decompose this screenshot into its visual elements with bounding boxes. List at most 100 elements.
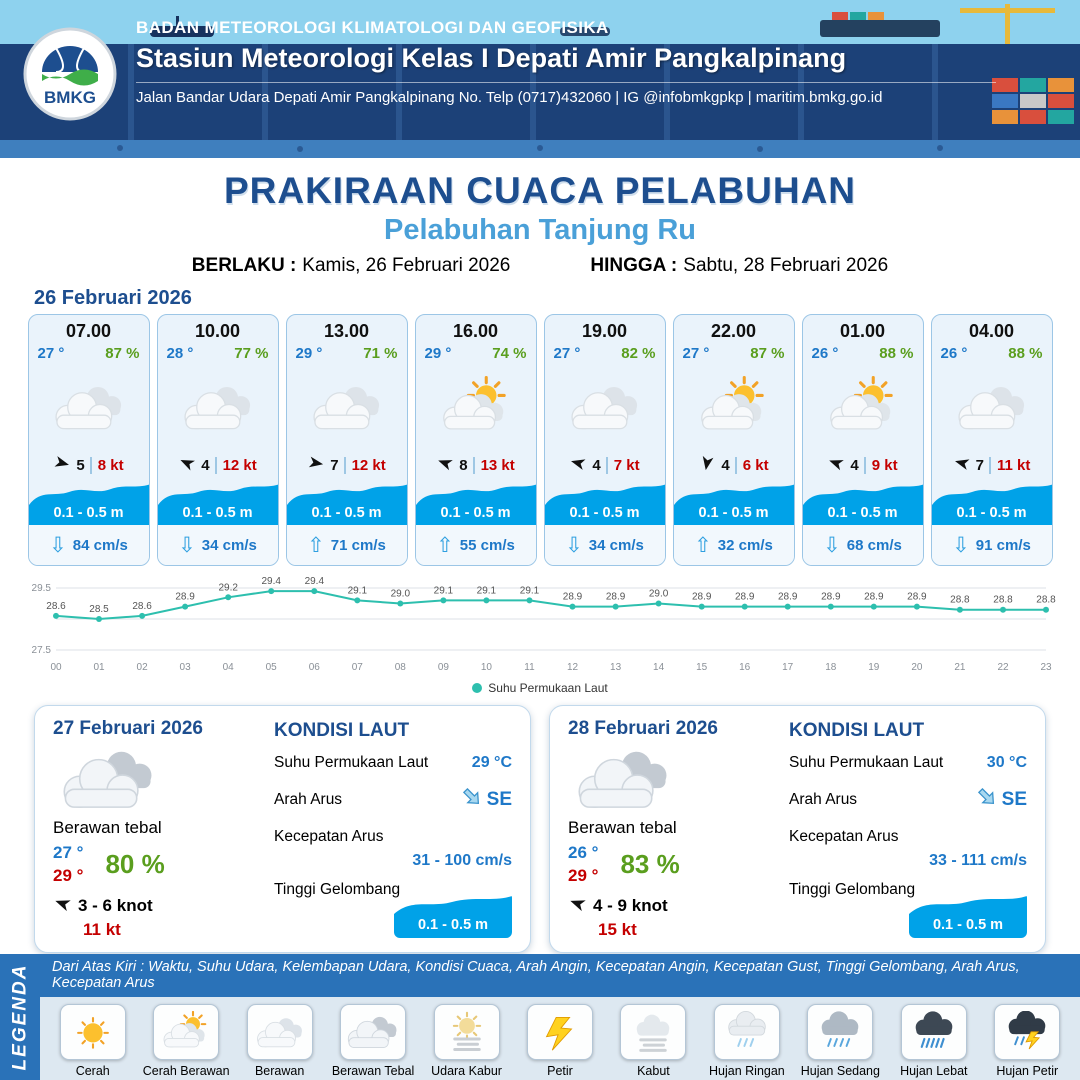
header-divider xyxy=(136,82,996,83)
wind-gust: 11 kt xyxy=(988,456,1030,474)
svg-text:27.5: 27.5 xyxy=(32,645,52,656)
air-temperature: 29 ° xyxy=(424,345,452,362)
forecast-card: 22.00 27 ° 87 % 4 6 kt 0.1 - 0.5 m ⇧ 32 … xyxy=(672,314,795,566)
wind-gust: 9 kt xyxy=(863,456,898,474)
day-humidity: 80 % xyxy=(105,849,165,880)
wave-shape-icon xyxy=(157,484,278,525)
wave-height-label: Tinggi Gelombang xyxy=(789,881,916,898)
current-direction-icon: ⇧ xyxy=(694,533,712,557)
wave-height: 0.1 - 0.5 m xyxy=(53,505,124,521)
svg-text:29.5: 29.5 xyxy=(32,583,52,594)
svg-text:29.4: 29.4 xyxy=(261,576,281,587)
air-temperature: 27 ° xyxy=(37,345,65,362)
legend-weather-icon xyxy=(340,1004,407,1060)
svg-text:07: 07 xyxy=(352,662,364,673)
forecast-time: 19.00 xyxy=(581,321,628,341)
svg-text:03: 03 xyxy=(180,662,192,673)
wind-speed: 7 xyxy=(975,456,984,474)
legend-section: LEGENDA Dari Atas Kiri : Waktu, Suhu Uda… xyxy=(0,954,1080,1080)
svg-text:28.9: 28.9 xyxy=(563,592,583,603)
legend-title: LEGENDA xyxy=(9,963,30,1071)
air-temperature: 26 ° xyxy=(940,345,968,362)
wave-height-band: 0.1 - 0.5 m xyxy=(544,479,665,525)
svg-text:28.9: 28.9 xyxy=(175,592,195,603)
weather-icon xyxy=(932,362,1052,451)
day-wind-direction-icon xyxy=(53,894,72,918)
agency-name: BADAN METEOROLOGI KLIMATOLOGI DAN GEOFIS… xyxy=(136,18,609,37)
svg-text:04: 04 xyxy=(223,662,235,673)
current-direction-icon: ⇧ xyxy=(307,533,325,557)
wind-gust: 7 kt xyxy=(605,456,640,474)
weather-icon xyxy=(287,362,407,451)
wave-height-band: 0.1 - 0.5 m xyxy=(157,479,278,525)
legend-weather-icon xyxy=(807,1004,874,1060)
day-weather-icon xyxy=(568,740,783,818)
wind-direction-icon xyxy=(436,454,454,476)
legend-weather-icon xyxy=(153,1004,220,1060)
day-date: 28 Februari 2026 xyxy=(568,718,718,739)
current-direction-icon: ⇩ xyxy=(565,533,583,557)
svg-text:06: 06 xyxy=(309,662,321,673)
current-direction-value: SE xyxy=(486,789,512,810)
forecast-card: 01.00 26 ° 88 % 4 9 kt 0.1 - 0.5 m ⇩ 68 … xyxy=(801,314,924,566)
legend-item-label: Kabut xyxy=(637,1064,670,1078)
sst-label: Suhu Permukaan Laut xyxy=(274,754,429,771)
svg-text:08: 08 xyxy=(395,662,407,673)
wind-gust: 13 kt xyxy=(472,456,515,474)
wind-speed: 8 xyxy=(459,456,468,474)
weather-icon xyxy=(545,362,665,451)
day-condition: Berawan tebal xyxy=(568,818,677,837)
wave-height-box: 0.1 - 0.5 m xyxy=(909,892,1027,938)
port-name: Pelabuhan Tanjung Ru xyxy=(383,214,697,246)
harbor-illustration xyxy=(0,0,1080,158)
wave-shape-icon xyxy=(286,484,407,525)
svg-text:29.1: 29.1 xyxy=(477,585,497,596)
wave-height: 0.1 - 0.5 m xyxy=(569,505,640,521)
svg-text:02: 02 xyxy=(137,662,149,673)
day-wind-range: 3 - 6 knot xyxy=(78,895,153,915)
svg-text:16: 16 xyxy=(739,662,751,673)
sst-chart: 29.5 27.5 28.6 00 28.5 01 28.6 02 28.9 03 29.2 04 29… xyxy=(20,572,1060,695)
wave-height: 0.1 - 0.5 m xyxy=(311,505,382,521)
legend-item: Cerah xyxy=(48,1004,138,1078)
wave-height-value: 0.1 - 0.5 m xyxy=(417,917,489,933)
current-speed: 91 cm/s xyxy=(975,536,1031,554)
sea-conditions-title: KONDISI LAUT xyxy=(789,720,925,741)
wind-speed: 4 xyxy=(721,456,730,474)
svg-text:29.1: 29.1 xyxy=(348,585,368,596)
current-speed-label: Kecepatan Arus xyxy=(274,828,384,845)
current-speed-label: Kecepatan Arus xyxy=(789,828,899,845)
wave-shape-icon xyxy=(802,484,923,525)
day-wind-gust: 15 kt xyxy=(598,919,637,939)
legend-weather-icon xyxy=(59,1004,126,1060)
svg-text:28.5: 28.5 xyxy=(89,604,109,615)
wave-height: 0.1 - 0.5 m xyxy=(182,505,253,521)
wind-speed: 4 xyxy=(850,456,859,474)
weather-icon xyxy=(29,362,149,451)
wave-height-band: 0.1 - 0.5 m xyxy=(28,479,149,525)
air-temperature: 29 ° xyxy=(295,345,323,362)
current-speed: 34 cm/s xyxy=(201,536,257,554)
legend-description: Dari Atas Kiri : Waktu, Suhu Udara, Kele… xyxy=(40,954,1080,997)
wind-gust: 12 kt xyxy=(214,456,257,474)
svg-text:18: 18 xyxy=(825,662,837,673)
wind-speed: 4 xyxy=(592,456,601,474)
forecast-card: 13.00 29 ° 71 % 7 12 kt 0.1 - 0.5 m ⇧ 71… xyxy=(285,314,408,566)
svg-text:28.8: 28.8 xyxy=(950,595,970,606)
se-arrow-icon xyxy=(975,785,999,815)
svg-text:20: 20 xyxy=(911,662,923,673)
header-banner: BMKG BADAN METEOROLOGI KLIMATOLOGI DAN G… xyxy=(0,0,1080,158)
air-temperature: 27 ° xyxy=(553,345,581,362)
svg-text:23: 23 xyxy=(1040,662,1052,673)
wind-gust: 12 kt xyxy=(343,456,386,474)
legend-item-label: Cerah Berawan xyxy=(142,1064,230,1078)
weather-icon xyxy=(803,362,923,451)
svg-text:28.6: 28.6 xyxy=(46,601,66,612)
wave-height-value: 0.1 - 0.5 m xyxy=(932,917,1004,933)
current-speed-value: 31 - 100 cm/s xyxy=(412,852,512,869)
humidity-value: 88 % xyxy=(1008,345,1043,362)
valid-from-label: BERLAKU : xyxy=(191,255,297,276)
wind-direction-icon xyxy=(953,454,971,476)
current-speed: 34 cm/s xyxy=(588,536,644,554)
svg-text:13: 13 xyxy=(610,662,622,673)
